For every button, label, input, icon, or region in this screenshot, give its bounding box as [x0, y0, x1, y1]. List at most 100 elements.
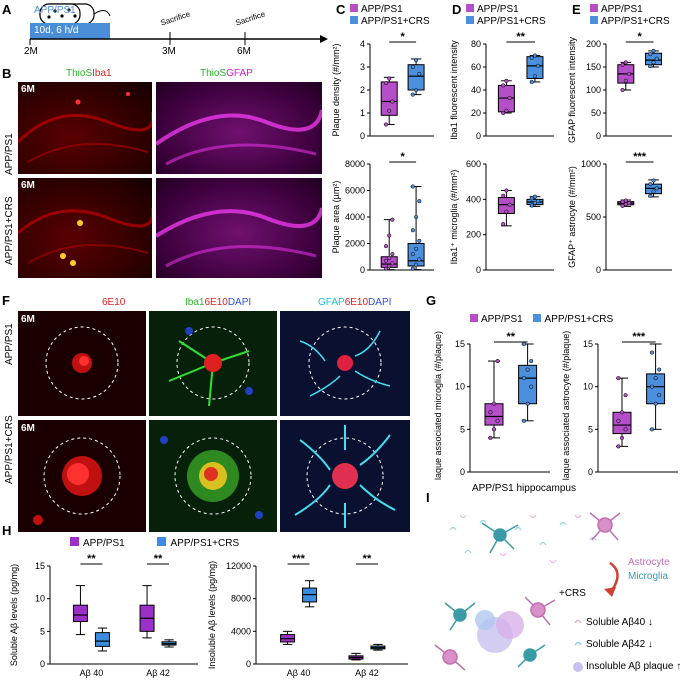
crs-duration-label: 10d, 6 h/d — [34, 25, 79, 36]
b-row-label-2: APP/PS1+CRS — [4, 196, 15, 265]
data-point — [488, 435, 493, 440]
data-point — [491, 427, 497, 432]
legend-c: APP/PS1 APP/PS1+CRS — [350, 4, 430, 28]
plaque-cluster — [475, 610, 524, 653]
y-axis-label: Iba1 fluorescent intensity — [449, 40, 459, 140]
data-point — [414, 214, 419, 220]
y-axis-label: plaque associated astrocyte (#/plaque) — [561, 331, 571, 480]
y-tick-label: 0 — [460, 467, 465, 477]
panel-label-d: D — [452, 2, 462, 17]
y-tick-label: 4 — [360, 39, 365, 49]
data-point — [504, 209, 509, 214]
chart-iba1-intensity: 0 20 40 60 80 Iba1 fluorescent intensity ** — [449, 31, 554, 141]
data-point — [410, 266, 415, 271]
data-point — [417, 257, 422, 262]
box — [380, 81, 398, 116]
data-point — [417, 238, 422, 243]
data-point — [525, 401, 530, 406]
y-tick-label: 5 — [460, 424, 465, 434]
y-axis-label: Plaque area (µm²) — [331, 181, 341, 254]
significance-label: ** — [87, 553, 96, 565]
data-point — [532, 194, 538, 199]
data-point — [651, 48, 656, 53]
data-point — [651, 178, 656, 183]
data-point — [417, 199, 422, 204]
data-point — [383, 258, 389, 263]
data-point — [648, 52, 653, 57]
box — [94, 632, 110, 647]
y-tick-label: 40 — [471, 85, 481, 95]
chart-plaque-area: 0 2000 4000 6000 8000 Plaque area (µm²) * — [331, 151, 434, 275]
data-point — [525, 367, 530, 372]
box — [484, 403, 504, 426]
data-point — [616, 376, 621, 381]
data-point — [532, 200, 538, 205]
data-point — [623, 393, 628, 398]
data-point — [390, 252, 395, 257]
y-tick-label: 10 — [455, 382, 465, 392]
b-channel-right: ThioSGFAP — [200, 68, 253, 79]
category-label: Aβ 40 — [80, 668, 104, 678]
chart-soluble-abeta: 0 5 10 15 Soluble Aβ levels (pg/mg) ** Aβ 40 **… — [9, 553, 198, 678]
data-point — [417, 71, 422, 76]
data-point — [390, 261, 395, 266]
micrograph-iba1-ctrl: 6M — [18, 82, 152, 174]
data-point — [623, 60, 628, 65]
significance-label: *** — [633, 151, 647, 163]
data-point — [654, 186, 659, 191]
data-point — [649, 384, 655, 389]
data-point — [653, 376, 658, 381]
data-point — [491, 401, 497, 406]
micrograph-gfap-6e10-crs — [280, 420, 410, 532]
schematic-title: APP/PS1 hippocampus — [472, 483, 576, 494]
data-point — [507, 96, 512, 101]
tick-6m: 6M — [237, 46, 251, 57]
y-tick-label: 0 — [246, 659, 251, 669]
y-axis-label: Plaque density (#/mm²) — [331, 43, 341, 136]
y-tick-label: 60 — [471, 62, 481, 72]
data-point — [387, 108, 392, 113]
y-tick-label: 15 — [583, 339, 593, 349]
data-point — [410, 64, 415, 70]
y-tick-label: 80 — [471, 39, 481, 49]
data-point — [619, 410, 625, 415]
micrograph-gfap-ctrl — [156, 82, 322, 174]
panel-label-h: H — [2, 523, 12, 538]
y-tick-label: 4000 — [345, 212, 365, 222]
y-tick-label: 0 — [596, 265, 601, 275]
significance-label: *** — [632, 331, 646, 343]
data-point — [383, 81, 389, 86]
significance-label: * — [638, 31, 643, 43]
data-point — [626, 71, 632, 76]
micrograph-iba1-6e10-ctrl — [149, 311, 277, 416]
y-tick-label: 1 — [360, 108, 365, 118]
chart-plaque-microglia: 0 5 10 15 plaque associated microglia (#/pla… — [433, 331, 550, 480]
data-point — [387, 76, 392, 81]
micrograph-iba1-crs: 6M — [18, 178, 152, 278]
micrograph-6e10-ctrl: 6M — [18, 311, 146, 416]
data-point — [529, 359, 534, 364]
y-axis-label: GFAP fluorescent intensity — [567, 37, 577, 143]
data-point — [504, 108, 509, 113]
y-tick-label: 50 — [591, 108, 601, 118]
data-point — [414, 87, 419, 93]
y-tick-label: 150 — [586, 62, 601, 72]
panel-label-c: C — [336, 2, 346, 17]
data-point — [532, 74, 538, 79]
data-point — [623, 198, 628, 203]
data-point — [410, 228, 415, 233]
y-tick-label: 15 — [35, 561, 45, 571]
y-tick-label: 500 — [586, 212, 601, 222]
data-point — [383, 122, 389, 127]
b-channel-left: ThioSIba1 — [66, 68, 112, 79]
data-point — [507, 202, 512, 207]
legend-e: APP/PS1 APP/PS1+CRS — [590, 4, 670, 28]
y-tick-label: 20 — [471, 108, 481, 118]
data-point — [649, 350, 655, 355]
y-tick-label: 6000 — [345, 186, 365, 196]
chart-astrocyte-count: 0 500 1000 GFAP⁺ astrocyte (#/mm²) *** — [567, 151, 672, 275]
significance-label: ** — [516, 31, 525, 43]
y-tick-label: 0 — [40, 659, 45, 669]
box — [612, 411, 632, 435]
y-tick-label: 8000 — [231, 594, 251, 604]
